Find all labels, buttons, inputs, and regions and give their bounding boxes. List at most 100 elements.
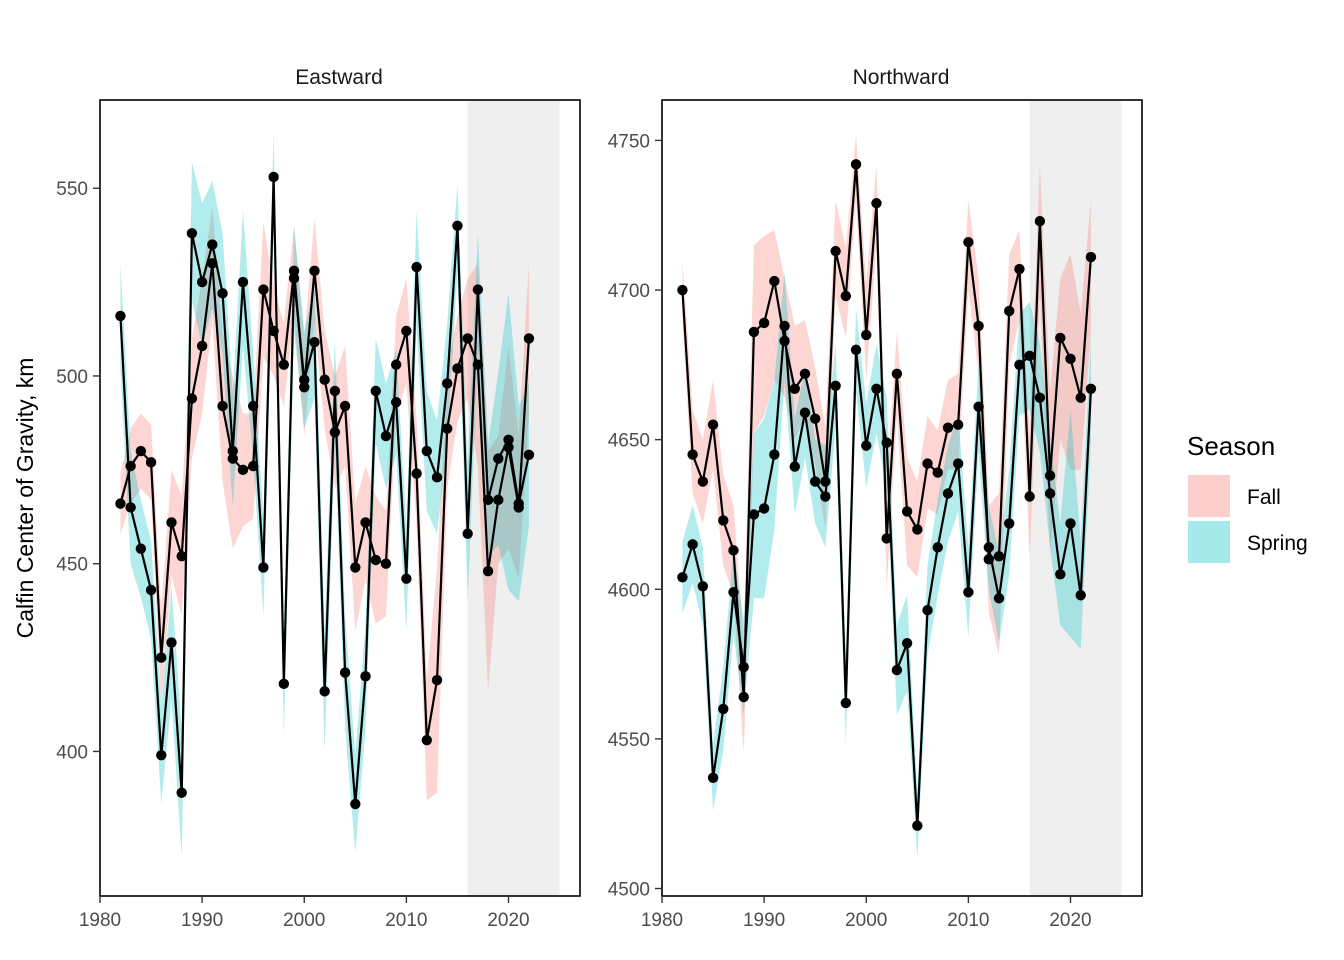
eastward-spring-point-1993 [227, 445, 238, 457]
northward-spring-point-2000 [861, 440, 872, 451]
eastward-spring-point-2009 [390, 397, 402, 408]
northward-spring-point-2002 [881, 437, 892, 448]
eastward-fall-point-2008 [380, 558, 392, 569]
northward-x-tick-label-1990: 1990 [743, 910, 785, 931]
northward-fall-point-2004 [901, 506, 913, 517]
northward-spring-point-2022 [1085, 383, 1097, 394]
northward-y-tick-label-4550: 4550 [608, 730, 650, 751]
northward-spring-point-1985 [707, 772, 719, 783]
northward-fall-point-2011 [973, 320, 984, 332]
legend-label-fall: Fall [1247, 486, 1281, 509]
northward-fall-point-2020 [1065, 353, 1076, 365]
eastward-y-tick-label-400: 400 [56, 742, 88, 763]
eastward-spring-point-2005 [350, 798, 361, 810]
eastward-spring-point-2000 [299, 374, 310, 385]
northward-spring-point-1982 [677, 572, 688, 583]
northward-fall-point-2012 [983, 554, 995, 565]
eastward-fall-point-2014 [442, 423, 453, 434]
northward-fall-point-2007 [932, 467, 943, 478]
eastward-fall-point-2015 [452, 363, 463, 374]
northward-y-tick-label-4700: 4700 [608, 281, 650, 302]
panel-title-eastward: Eastward [295, 66, 383, 89]
northward-fall-point-2019 [1055, 332, 1066, 344]
northward-spring-point-2006 [922, 605, 933, 616]
northward-fall-point-2000 [861, 329, 872, 341]
eastward-fall-point-2000 [299, 382, 310, 393]
northward-spring-point-2007 [932, 542, 943, 553]
northward-x-tick-label-2010: 2010 [947, 910, 989, 931]
northward-fall-point-1986 [718, 515, 729, 526]
eastward-spring-point-2002 [319, 686, 330, 697]
northward-fall-point-2015 [1014, 263, 1025, 275]
eastward-fall-point-2005 [350, 562, 361, 573]
eastward-fall-point-2004 [339, 400, 351, 412]
northward-y-tick-label-4500: 4500 [608, 880, 650, 901]
northward-fall-point-2016 [1024, 491, 1035, 502]
northward-fall-point-2008 [942, 422, 954, 433]
eastward-spring-point-2014 [442, 378, 453, 389]
eastward-fall-point-2006 [360, 517, 371, 528]
eastward-y-tick-label-500: 500 [56, 367, 88, 388]
eastward-spring-point-2011 [411, 261, 422, 273]
northward-spring-point-2021 [1075, 590, 1086, 601]
eastward-fall-point-1987 [166, 517, 177, 528]
northward-spring-point-1992 [779, 320, 790, 332]
northward-spring-point-2011 [973, 401, 984, 412]
northward-x-tick-label-2000: 2000 [845, 910, 887, 931]
northward-fall-point-2003 [891, 368, 903, 380]
eastward-spring-point-2017 [472, 284, 484, 295]
northward-panel-border [661, 99, 1143, 897]
eastward-x-tick-label-1990: 1990 [181, 910, 223, 931]
eastward-spring-point-2018 [482, 494, 494, 506]
northward-spring-point-2016 [1024, 350, 1035, 362]
eastward-spring-point-2006 [360, 671, 371, 682]
northward-fall-point-2022 [1085, 251, 1097, 263]
eastward-fall-point-2003 [329, 427, 341, 438]
eastward-spring-point-1983 [125, 502, 136, 513]
northward-spring-point-2010 [963, 587, 974, 598]
northward-spring-point-2008 [942, 488, 954, 499]
northward-fall-point-2013 [993, 551, 1005, 562]
eastward-fall-point-2012 [421, 734, 433, 746]
eastward-shaded-period [467, 100, 560, 896]
eastward-spring-point-2001 [309, 336, 320, 348]
northward-spring-point-1999 [850, 344, 862, 356]
eastward-spring-point-1992 [217, 288, 228, 299]
eastward-x-tick-label-2010: 2010 [385, 910, 427, 931]
northward-spring-point-1987 [728, 587, 739, 598]
eastward-fall-point-1989 [186, 393, 198, 404]
northward-spring-point-1984 [697, 581, 709, 592]
legend-title: Season [1187, 431, 1275, 461]
eastward-spring-point-1987 [166, 637, 177, 648]
northward-y-tick-label-4750: 4750 [608, 131, 650, 152]
northward-fall-point-1996 [820, 476, 831, 487]
northward-spring-point-2009 [952, 458, 964, 469]
northward-shaded-period [1029, 100, 1122, 896]
northward-fall-point-1992 [779, 335, 790, 347]
northward-spring-point-2014 [1004, 518, 1015, 529]
eastward-fall-point-1984 [135, 445, 147, 457]
eastward-fall-point-1988 [176, 551, 187, 562]
eastward-x-tick-label-2000: 2000 [283, 910, 325, 931]
northward-fall-point-1991 [769, 275, 780, 287]
northward-spring-point-1998 [840, 697, 852, 709]
eastward-fall-point-1993 [227, 453, 238, 464]
eastward-fall-point-1990 [196, 340, 208, 352]
eastward-fall-ribbon [120, 207, 529, 801]
legend-key-spring [1188, 521, 1230, 563]
legend-label-spring: Spring [1247, 532, 1308, 555]
eastward-fall-point-1991 [207, 258, 218, 269]
eastward-spring-point-1985 [145, 584, 157, 596]
eastward-fall-point-1986 [156, 652, 167, 663]
eastward-fall-point-2020 [503, 442, 514, 453]
eastward-spring-point-1997 [268, 171, 279, 183]
eastward-fall-point-2010 [401, 325, 412, 337]
eastward-fall-point-1995 [247, 460, 259, 472]
northward-fall-point-1999 [850, 159, 862, 170]
eastward-spring-point-2022 [523, 449, 535, 461]
eastward-spring-point-1994 [237, 276, 249, 288]
eastward-fall-point-2001 [309, 265, 320, 277]
eastward-fall-point-1994 [237, 464, 249, 476]
panel-title-northward: Northward [853, 66, 950, 89]
